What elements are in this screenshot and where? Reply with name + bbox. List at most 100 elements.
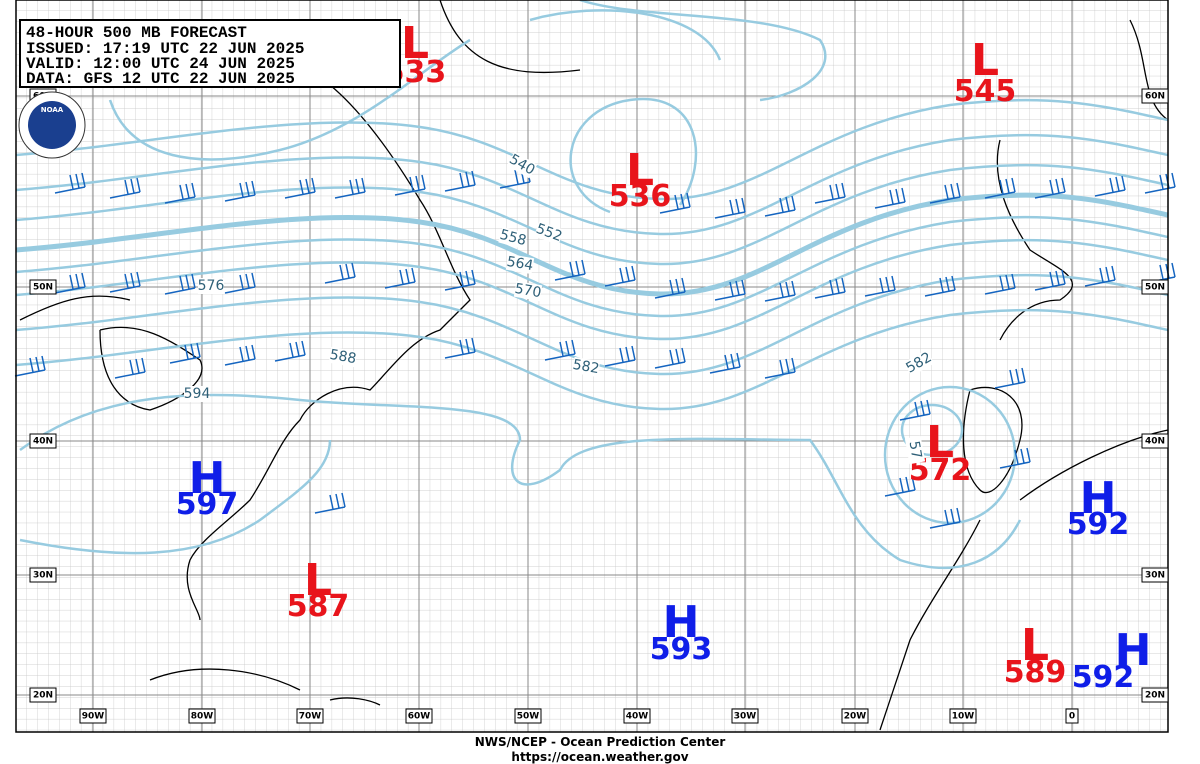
wind-barb bbox=[929, 507, 961, 529]
contour-label-bg bbox=[506, 151, 538, 179]
wind-barb bbox=[224, 272, 256, 294]
contour-label-bg bbox=[198, 278, 224, 294]
wind-barb bbox=[1084, 265, 1116, 287]
map-frame bbox=[15, 0, 1169, 733]
contour-label-bg bbox=[513, 280, 543, 302]
wind-barb bbox=[764, 280, 796, 302]
wind-barb bbox=[884, 475, 916, 497]
contour-label: 594 bbox=[184, 386, 211, 402]
wind-barb bbox=[164, 273, 196, 295]
lon-tag-box bbox=[405, 708, 433, 724]
lon-label: 40W bbox=[626, 712, 649, 722]
footer-line: NWS/NCEP - Ocean Prediction Center bbox=[475, 735, 726, 749]
wind-barb bbox=[394, 174, 426, 196]
center-letter: L bbox=[626, 145, 654, 196]
wind-barb bbox=[164, 182, 196, 204]
wind-barb bbox=[659, 192, 691, 214]
lat-label: 20N bbox=[33, 691, 53, 701]
wind-barb bbox=[114, 357, 146, 379]
coastlines bbox=[19, 0, 1169, 731]
lon-label: 20W bbox=[844, 712, 867, 722]
center-letter: L bbox=[926, 417, 954, 468]
lon-label: 10W bbox=[952, 712, 975, 722]
contour-label-bg bbox=[571, 356, 601, 378]
wind-barb bbox=[714, 197, 746, 219]
lon-label: 0 bbox=[1069, 712, 1075, 722]
lat-label: 20N bbox=[1145, 691, 1165, 701]
center-letter: H bbox=[1080, 473, 1117, 524]
lat-tag-box bbox=[29, 567, 57, 583]
lon-tag-box bbox=[623, 708, 651, 724]
wind-barb bbox=[54, 172, 86, 194]
wind-barb bbox=[924, 275, 956, 297]
wind-barb bbox=[224, 180, 256, 202]
wind-barb bbox=[109, 177, 141, 199]
wind-barb bbox=[284, 177, 316, 199]
major-grid bbox=[16, 0, 1168, 732]
wind-barb bbox=[324, 262, 356, 284]
lat-tag-box bbox=[29, 433, 57, 449]
lat-label: 30N bbox=[1145, 571, 1165, 581]
title-line: 48-HOUR 500 MB FORECAST bbox=[26, 24, 247, 42]
lon-label: 80W bbox=[191, 712, 214, 722]
center-letter: L bbox=[1021, 620, 1049, 671]
lon-tag-box bbox=[949, 708, 977, 724]
lon-tag-box bbox=[79, 708, 107, 724]
height-contours bbox=[16, 0, 1168, 569]
lat-label: 30N bbox=[33, 571, 53, 581]
contour-label-bg bbox=[903, 349, 935, 377]
wind-barb bbox=[984, 177, 1016, 199]
center-value: 592 bbox=[1072, 660, 1135, 695]
wind-barb bbox=[14, 355, 46, 377]
wind-barb bbox=[604, 345, 636, 367]
wind-barb bbox=[444, 269, 476, 291]
contour-label: 570 bbox=[513, 281, 542, 301]
wind-barb bbox=[994, 367, 1026, 389]
lon-label: 50W bbox=[517, 712, 540, 722]
wind-barb bbox=[654, 277, 686, 299]
wind-barb bbox=[764, 195, 796, 217]
lat-label: 40N bbox=[1145, 437, 1165, 447]
contour-label: 564 bbox=[505, 254, 534, 274]
wind-barb bbox=[314, 492, 346, 514]
lon-tag-box bbox=[296, 708, 324, 724]
wind-barb bbox=[1094, 175, 1126, 197]
center-value: 597 bbox=[176, 487, 239, 522]
contour-label-bg bbox=[505, 253, 535, 275]
wind-barb bbox=[929, 182, 961, 204]
contour-label-bg bbox=[328, 346, 358, 368]
lon-label: 90W bbox=[82, 712, 105, 722]
wind-barb bbox=[764, 357, 796, 379]
lon-tag-box bbox=[188, 708, 216, 724]
lon-tag-box bbox=[514, 708, 542, 724]
center-value: 536 bbox=[609, 179, 672, 214]
wind-barb bbox=[54, 272, 86, 294]
footer-line: https://ocean.weather.gov bbox=[511, 750, 688, 764]
center-letter: H bbox=[189, 453, 226, 504]
center-value: 592 bbox=[1067, 507, 1130, 542]
contour-label: 57 bbox=[906, 440, 925, 460]
wind-barb bbox=[874, 187, 906, 209]
title-line: VALID: 12:00 UTC 24 JUN 2025 bbox=[26, 55, 295, 73]
logo-text: NOAA bbox=[41, 106, 64, 114]
wind-barb bbox=[169, 342, 201, 364]
wind-barb bbox=[984, 273, 1016, 295]
lat-tag-box bbox=[29, 687, 57, 703]
wind-barb bbox=[1034, 177, 1066, 199]
lat-label: 60N bbox=[1145, 92, 1165, 102]
center-value: 545 bbox=[954, 74, 1017, 109]
wind-barb bbox=[109, 271, 141, 293]
center-value: 587 bbox=[287, 589, 350, 624]
center-value: 589 bbox=[1004, 655, 1067, 690]
lat-tag-box bbox=[1141, 567, 1169, 583]
wind-barbs bbox=[14, 167, 1176, 529]
contour-label-bg bbox=[498, 226, 528, 250]
contour-label: 558 bbox=[498, 227, 528, 249]
lon-tag-box bbox=[841, 708, 869, 724]
center-letter: H bbox=[1115, 625, 1152, 676]
contour-label-bg bbox=[534, 221, 564, 245]
wind-barb bbox=[544, 339, 576, 361]
contour-label: 582 bbox=[571, 357, 600, 377]
